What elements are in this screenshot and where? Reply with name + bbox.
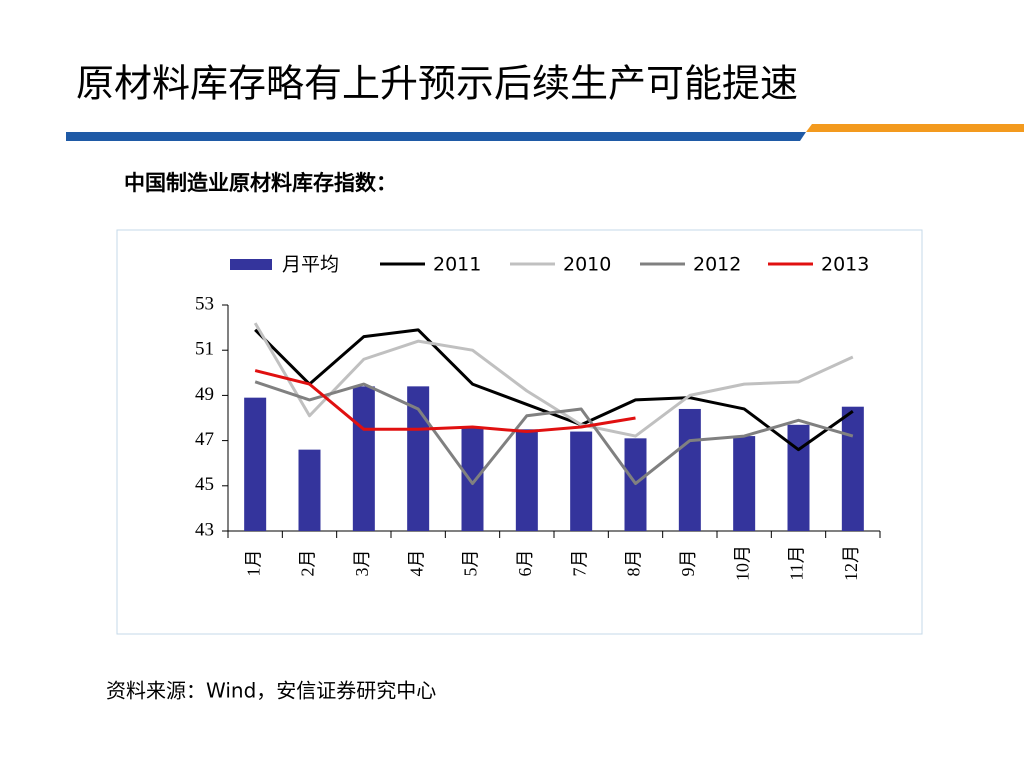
legend-label: 2011 [433, 254, 481, 276]
bar [733, 436, 756, 531]
x-tick-label: 2月 [298, 550, 318, 577]
y-tick-label: 53 [195, 293, 214, 314]
bar [244, 397, 267, 531]
y-tick-label: 47 [195, 429, 214, 450]
line-series [254, 369, 636, 434]
x-tick-label: 6月 [515, 550, 535, 577]
header-bar [66, 132, 806, 141]
line-series [254, 380, 854, 486]
x-tick-label: 3月 [352, 550, 372, 577]
bar [787, 424, 810, 531]
y-tick-label: 45 [195, 474, 214, 495]
x-tick-label: 11月 [787, 545, 807, 580]
source-note: 资料来源：Wind，安信证券研究中心 [106, 679, 436, 703]
bar [570, 431, 593, 531]
line-series [254, 328, 854, 452]
y-tick-label: 43 [195, 519, 214, 540]
bar [678, 408, 701, 531]
x-tick-label: 4月 [406, 550, 426, 577]
x-tick-label: 7月 [569, 550, 589, 577]
x-tick-label: 10月 [732, 545, 752, 581]
x-tick-label: 5月 [461, 550, 481, 577]
bar [298, 449, 321, 531]
bar [841, 406, 864, 531]
legend-label: 2013 [821, 254, 869, 276]
bar [352, 386, 375, 531]
bar [515, 429, 538, 531]
subtitle: 中国制造业原材料库存指数： [124, 171, 397, 195]
legend-label: 月平均 [282, 254, 339, 276]
slide-title: 原材料库存略有上升预示后续生产可能提速 [76, 62, 798, 106]
y-tick-label: 49 [195, 384, 214, 405]
legend-label: 2010 [563, 254, 611, 276]
bar [461, 427, 484, 531]
x-tick-label: 8月 [624, 550, 644, 577]
line-series [253, 322, 854, 438]
legend-swatch [230, 259, 272, 270]
bar [407, 386, 430, 531]
x-tick-label: 12月 [841, 545, 861, 581]
x-tick-label: 1月 [243, 550, 263, 577]
legend-label: 2012 [693, 254, 741, 276]
x-tick-label: 9月 [678, 550, 698, 577]
y-tick-label: 51 [195, 339, 214, 360]
header-accent [806, 124, 1024, 132]
